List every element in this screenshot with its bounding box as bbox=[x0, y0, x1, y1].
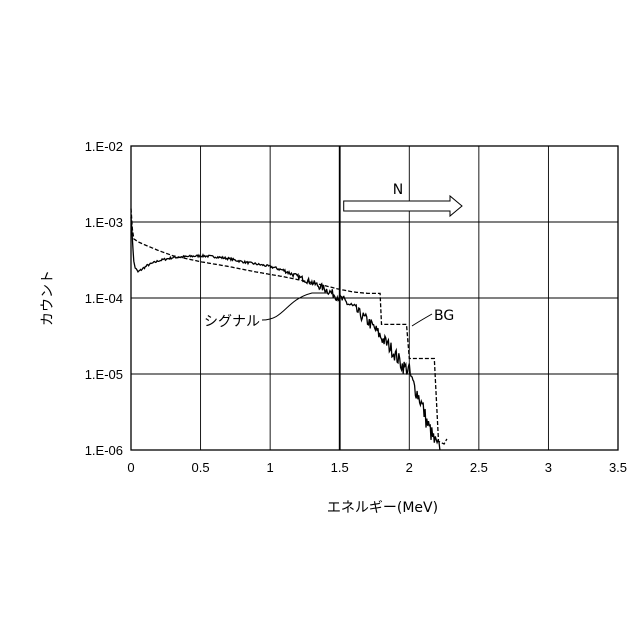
signal-series-line bbox=[131, 217, 440, 450]
y-tick-label: 1.E-03 bbox=[85, 215, 123, 230]
x-tick-label: 3.5 bbox=[609, 460, 627, 475]
x-tick-label: 1 bbox=[267, 460, 274, 475]
x-tick-label: 1.5 bbox=[331, 460, 349, 475]
y-tick-label: 1.E-05 bbox=[85, 367, 123, 382]
y-tick-label: 1.E-04 bbox=[85, 291, 123, 306]
bg-series-label: BG bbox=[434, 308, 454, 324]
grid bbox=[131, 146, 618, 450]
y-axis-label: カウント bbox=[40, 270, 56, 326]
x-tick-labels: 0 0.5 1 1.5 2 2.5 3 3.5 bbox=[127, 460, 627, 475]
bg-leader-line bbox=[412, 314, 432, 326]
x-tick-label: 2 bbox=[406, 460, 413, 475]
series-layer bbox=[131, 209, 447, 450]
x-tick-label: 2.5 bbox=[470, 460, 488, 475]
x-tick-label: 0.5 bbox=[192, 460, 210, 475]
x-axis-label: エネルギー(MeV) bbox=[327, 500, 438, 516]
y-tick-label: 1.E-02 bbox=[85, 139, 123, 154]
y-tick-labels: 1.E-06 1.E-05 1.E-04 1.E-03 1.E-02 bbox=[85, 139, 123, 458]
signal-series-label: シグナル bbox=[204, 314, 260, 330]
x-tick-label: 0 bbox=[127, 460, 134, 475]
x-tick-label: 3 bbox=[545, 460, 552, 475]
arrow-label: N bbox=[393, 182, 403, 198]
direction-arrow bbox=[344, 196, 462, 216]
signal-leader-line bbox=[262, 293, 328, 320]
y-tick-label: 1.E-06 bbox=[85, 443, 123, 458]
bg-series-line bbox=[131, 209, 447, 444]
